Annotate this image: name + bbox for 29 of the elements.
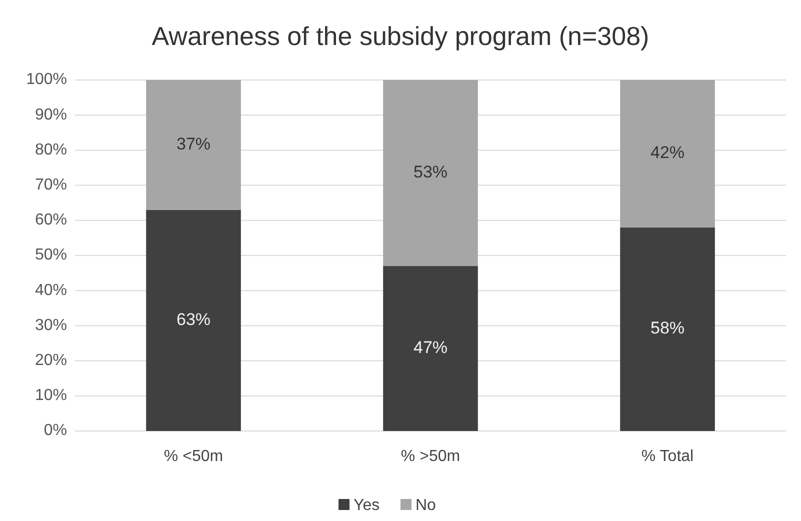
y-tick-label: 60% (34, 212, 67, 229)
y-tick-label: 30% (34, 316, 67, 334)
bar (146, 210, 241, 431)
bar (383, 266, 478, 431)
data-label: 42% (650, 143, 685, 162)
y-tick-label: 100% (26, 71, 67, 88)
y-tick-label: 80% (34, 141, 67, 158)
y-tick-label: 40% (34, 282, 67, 299)
chart-title: Awareness of the subsidy program (n=308) (152, 21, 650, 51)
y-tick-label: 0% (44, 422, 67, 440)
y-tick-label: 90% (34, 106, 67, 124)
data-label: 53% (413, 162, 448, 182)
legend-label: No (416, 497, 436, 514)
bar (620, 227, 715, 431)
x-tick-label: % <50m (164, 448, 224, 465)
x-tick-label: % Total (641, 448, 694, 465)
data-label: 58% (650, 318, 685, 338)
y-tick-label: 70% (34, 176, 67, 194)
bar (383, 80, 478, 266)
x-tick-label: % >50m (400, 448, 460, 465)
data-label: 47% (413, 338, 448, 357)
data-label: 63% (176, 310, 211, 329)
legend-label: Yes (354, 497, 380, 514)
y-tick-label: 20% (34, 352, 67, 370)
bar (620, 80, 715, 228)
bar (146, 80, 241, 210)
y-tick-label: 10% (34, 387, 67, 404)
y-tick-label: 50% (34, 246, 67, 264)
data-label: 37% (176, 134, 211, 154)
